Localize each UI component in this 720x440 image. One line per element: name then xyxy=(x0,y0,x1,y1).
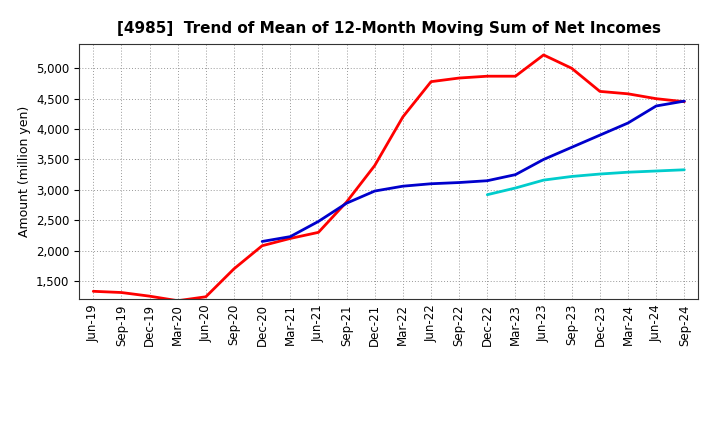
7 Years xyxy=(483,192,492,197)
3 Years xyxy=(511,73,520,79)
7 Years xyxy=(511,185,520,191)
7 Years xyxy=(595,172,604,177)
5 Years xyxy=(483,178,492,183)
5 Years xyxy=(370,188,379,194)
5 Years xyxy=(286,234,294,239)
3 Years xyxy=(314,230,323,235)
7 Years xyxy=(652,169,660,174)
7 Years xyxy=(624,169,632,175)
Legend: 3 Years, 5 Years, 7 Years, 10 Years: 3 Years, 5 Years, 7 Years, 10 Years xyxy=(177,438,600,440)
Line: 3 Years: 3 Years xyxy=(94,55,684,301)
5 Years xyxy=(539,157,548,162)
5 Years xyxy=(624,121,632,126)
5 Years xyxy=(314,219,323,224)
3 Years xyxy=(652,96,660,101)
5 Years xyxy=(652,103,660,109)
5 Years xyxy=(399,183,408,189)
Line: 5 Years: 5 Years xyxy=(262,101,684,242)
3 Years xyxy=(202,294,210,299)
3 Years xyxy=(230,266,238,271)
3 Years xyxy=(145,293,154,299)
3 Years xyxy=(483,73,492,79)
3 Years xyxy=(117,290,126,295)
5 Years xyxy=(427,181,436,187)
3 Years xyxy=(342,199,351,205)
7 Years xyxy=(680,167,688,172)
3 Years xyxy=(258,243,266,248)
5 Years xyxy=(511,172,520,177)
Title: [4985]  Trend of Mean of 12-Month Moving Sum of Net Incomes: [4985] Trend of Mean of 12-Month Moving … xyxy=(117,21,661,36)
5 Years xyxy=(595,132,604,138)
3 Years xyxy=(370,163,379,168)
Line: 7 Years: 7 Years xyxy=(487,170,684,194)
7 Years xyxy=(567,174,576,179)
3 Years xyxy=(399,114,408,120)
5 Years xyxy=(567,145,576,150)
5 Years xyxy=(342,201,351,206)
5 Years xyxy=(258,239,266,244)
3 Years xyxy=(680,99,688,104)
3 Years xyxy=(567,66,576,71)
3 Years xyxy=(539,52,548,58)
3 Years xyxy=(624,91,632,96)
3 Years xyxy=(595,89,604,94)
3 Years xyxy=(427,79,436,84)
3 Years xyxy=(174,298,182,303)
7 Years xyxy=(539,177,548,183)
5 Years xyxy=(455,180,464,185)
3 Years xyxy=(455,75,464,81)
5 Years xyxy=(680,99,688,104)
3 Years xyxy=(286,236,294,241)
Y-axis label: Amount (million yen): Amount (million yen) xyxy=(17,106,30,237)
3 Years xyxy=(89,289,98,294)
